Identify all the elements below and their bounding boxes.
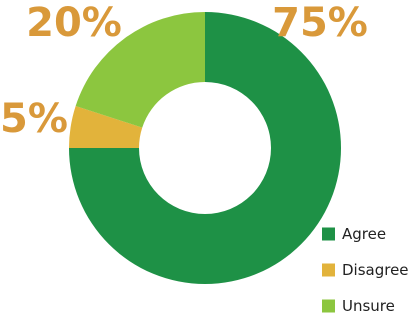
value-labels: 75% 5% 20%: [0, 0, 368, 142]
legend-swatch-unsure: [322, 299, 335, 313]
slice-unsure: [75, 12, 205, 128]
legend-label-agree: Agree: [342, 225, 386, 243]
legend-swatch-agree: [322, 227, 335, 241]
slice-disagree: [69, 105, 143, 148]
legend: Agree Disagree Unsure: [322, 225, 409, 315]
slice-agree: [69, 12, 341, 284]
value-label-disagree: 5%: [0, 96, 68, 142]
legend-label-disagree: Disagree: [342, 261, 409, 279]
legend-swatch-disagree: [322, 263, 335, 277]
legend-label-unsure: Unsure: [342, 297, 395, 315]
donut-slices: [69, 12, 341, 284]
value-label-agree: 75%: [272, 0, 368, 46]
value-label-unsure: 20%: [26, 0, 122, 46]
